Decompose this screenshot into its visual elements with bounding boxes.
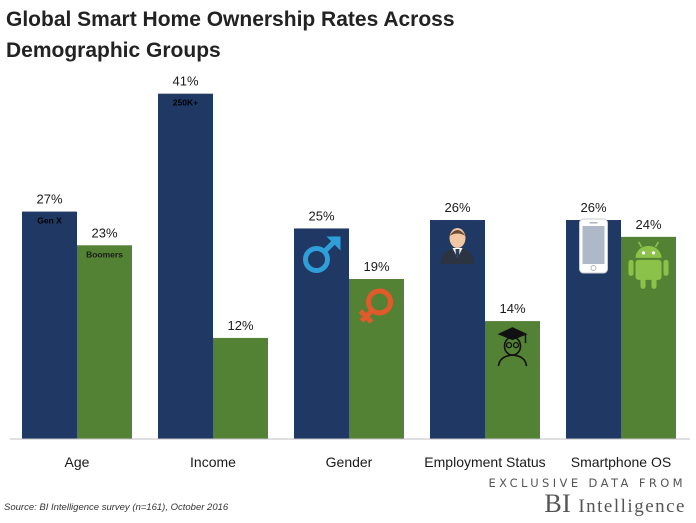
value-label: 26% [580,200,606,215]
bar-gender-series-1 [294,228,349,439]
source-note: Source: BI Intelligence survey (n=161), … [4,502,229,513]
brand-logo: BI Intelligence [420,489,686,519]
value-label: 27% [36,192,62,207]
bars-layer [22,93,676,439]
value-label: 19% [363,259,389,274]
bar-annotation: Gen X [37,216,62,226]
bar-age-series-1 [22,211,77,439]
bar-age-series-2 [77,245,132,439]
value-label: 41% [172,74,198,89]
value-label: 14% [499,301,525,316]
bar-income-series-1 [158,93,213,439]
labels-layer: 27% Gen X 23% Boomers Age 41% 250K+ 12% Income 25… [36,74,671,470]
bar-income-series-2 [213,337,268,439]
female-symbol-icon [358,288,393,324]
value-label: 24% [635,217,661,232]
bar-annotation: 250K+ [173,98,198,108]
brand-word: Intelligence [578,496,686,517]
bar-gender-series-2 [349,278,404,439]
icons-layer [303,218,669,367]
category-label: Age [65,454,90,470]
value-label: 25% [308,208,334,223]
category-label: Smartphone OS [571,454,671,470]
graduate-student-icon [497,327,528,367]
value-label: 23% [91,225,117,240]
android-robot-icon [628,241,669,289]
brand-initials: BI [544,489,572,518]
male-symbol-icon [303,236,341,273]
iphone-icon [579,218,608,274]
category-label: Employment Status [424,454,545,470]
category-label: Gender [326,454,373,470]
value-label: 26% [444,200,470,215]
business-person-icon [440,228,475,265]
category-label: Income [190,454,236,470]
brand-tagline: EXCLUSIVE DATA FROM [488,476,686,490]
value-label: 12% [227,318,253,333]
chart-title: Global Smart Home Ownership Rates Across… [6,8,455,62]
bar-employment-status-series-2 [485,321,540,439]
bar-annotation: Boomers [86,249,123,259]
